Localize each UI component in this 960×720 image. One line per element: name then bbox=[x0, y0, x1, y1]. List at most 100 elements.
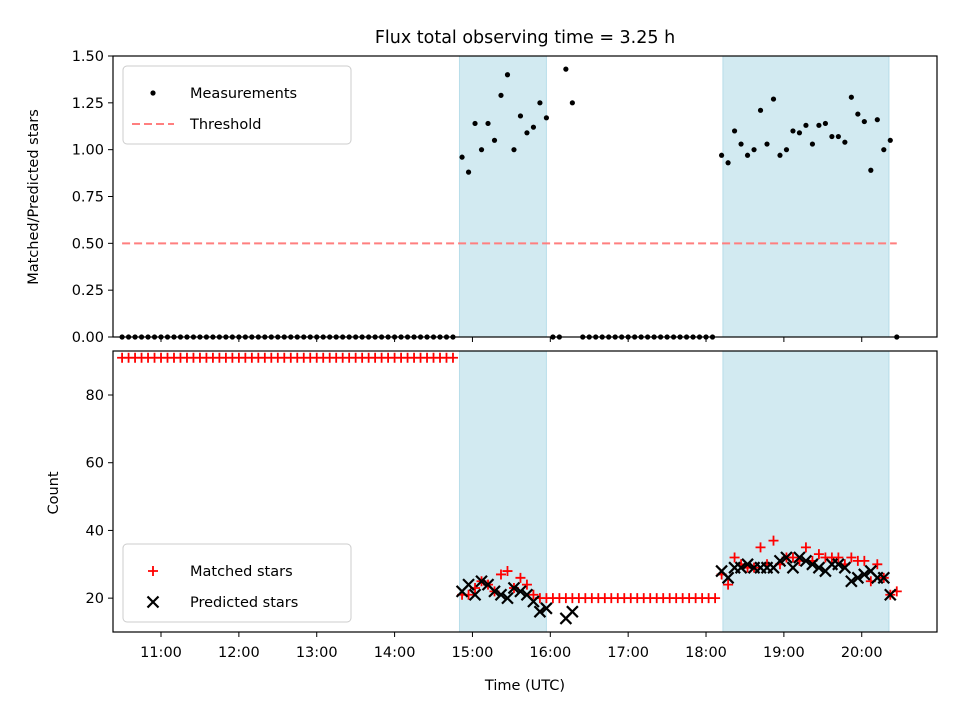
y-tick-label: 0.00 bbox=[72, 330, 104, 346]
predicted-star-point bbox=[832, 558, 845, 571]
matched-star-point bbox=[859, 555, 870, 566]
measurement-point bbox=[868, 167, 874, 173]
chart-title: Flux total observing time = 3.25 h bbox=[375, 28, 675, 48]
legend-label: Threshold bbox=[189, 117, 261, 133]
predicted-star-point bbox=[566, 605, 579, 618]
y-tick-label: 0.75 bbox=[72, 190, 104, 206]
measurement-point bbox=[881, 147, 887, 153]
predicted-star-point bbox=[540, 602, 553, 615]
measurement-point bbox=[874, 117, 880, 123]
legend-marker bbox=[150, 90, 156, 96]
plot-frame bbox=[112, 55, 938, 338]
matched-star-point bbox=[755, 542, 766, 553]
legend-label: Matched stars bbox=[190, 564, 293, 580]
measurement-point bbox=[511, 147, 517, 153]
measurement-point bbox=[835, 133, 841, 140]
observing-interval-shade bbox=[722, 55, 890, 338]
measurement-point bbox=[537, 100, 543, 106]
predicted-star-point bbox=[812, 561, 826, 574]
measurement-point bbox=[478, 147, 485, 153]
y-tick-label: 1.50 bbox=[72, 49, 104, 65]
y-tick-label: 20 bbox=[86, 591, 104, 607]
y-tick-label: 40 bbox=[86, 523, 104, 539]
matched-star-point bbox=[768, 535, 779, 546]
y-tick-label: 0.25 bbox=[72, 283, 104, 299]
predicted-star-point bbox=[533, 605, 547, 618]
observing-interval-shade bbox=[458, 55, 547, 338]
measurement-point bbox=[829, 133, 835, 140]
predicted-star-point bbox=[527, 595, 540, 608]
predicted-star-point bbox=[786, 561, 800, 574]
measurement-point bbox=[504, 72, 511, 78]
matched-star-point bbox=[800, 542, 811, 553]
predicted-star-point bbox=[858, 568, 871, 581]
predicted-star-point bbox=[488, 585, 501, 598]
ratio-panel: 0.00 0.25 0.50 0.75 1.00 1.25 1.50 Measurements… bbox=[72, 49, 938, 346]
measurement-point bbox=[725, 160, 731, 166]
measurement-point bbox=[796, 130, 803, 136]
measurement-point bbox=[491, 137, 498, 143]
predicted-star-point bbox=[799, 554, 813, 568]
measurement-point bbox=[764, 141, 770, 147]
x-tick-label: 13:00 bbox=[296, 645, 338, 661]
predicted-star-point bbox=[494, 588, 508, 602]
observing-interval-shade bbox=[722, 350, 890, 633]
measurement-point bbox=[744, 152, 751, 158]
measurement-point bbox=[887, 137, 893, 143]
x-axis-label: Time (UTC) bbox=[484, 678, 565, 694]
x-tick-label: 12:00 bbox=[218, 645, 260, 661]
count-panel: 20 40 60 80 11:00 12:00 13:00 14:00 15:00 16:00 17… bbox=[86, 350, 938, 661]
measurement-point bbox=[517, 113, 524, 119]
x-tick-label: 16:00 bbox=[529, 645, 571, 661]
matched-star-point bbox=[872, 559, 883, 570]
x-tick-label: 17:00 bbox=[607, 645, 649, 661]
matched-star-point bbox=[515, 572, 526, 583]
x-tick-label: 14:00 bbox=[374, 645, 416, 661]
measurement-point bbox=[757, 107, 764, 113]
y-tick-label: 0.50 bbox=[72, 236, 104, 252]
measurement-point bbox=[543, 115, 550, 121]
measurement-point bbox=[803, 122, 809, 128]
plot-frame bbox=[112, 350, 938, 633]
measurement-point bbox=[809, 141, 816, 147]
measurement-point bbox=[530, 124, 537, 130]
y-tick-label: 80 bbox=[86, 388, 104, 404]
legend: Measurements Threshold bbox=[122, 65, 352, 145]
legend-box bbox=[122, 543, 352, 623]
x-tick-label: 19:00 bbox=[763, 645, 805, 661]
top-y-axis-label: Matched/Predicted stars bbox=[26, 109, 42, 285]
matched-star-point bbox=[447, 352, 458, 363]
measurement-point bbox=[861, 118, 867, 125]
legend: Matched stars Predicted stars bbox=[122, 543, 352, 623]
legend-marker bbox=[148, 566, 158, 576]
legend-label: Predicted stars bbox=[190, 595, 298, 611]
legend-label: Measurements bbox=[190, 86, 297, 102]
matched-star-point bbox=[528, 589, 539, 600]
measurement-point bbox=[485, 120, 491, 127]
predicted-star-point bbox=[468, 588, 482, 602]
predicted-star-point bbox=[475, 574, 488, 588]
matched-star-point bbox=[846, 552, 857, 563]
predicted-star-point bbox=[884, 588, 897, 602]
measurement-point bbox=[777, 152, 783, 158]
predicted-star-point bbox=[838, 561, 852, 574]
measurement-point bbox=[751, 147, 757, 153]
measurement-point bbox=[738, 141, 744, 147]
predicted-star-point bbox=[845, 574, 858, 588]
measurement-point bbox=[855, 111, 861, 117]
measurement-point bbox=[524, 130, 530, 136]
measurement-point bbox=[459, 154, 465, 160]
y-tick-label: 1.00 bbox=[72, 143, 104, 159]
legend-marker bbox=[146, 595, 160, 609]
matched-star-point bbox=[813, 549, 824, 560]
measurement-point bbox=[569, 100, 575, 106]
predicted-star-point bbox=[806, 558, 819, 571]
measurement-point bbox=[842, 139, 848, 145]
matched-star-point bbox=[833, 552, 844, 563]
measurement-point bbox=[783, 147, 790, 153]
matched-star-point bbox=[729, 552, 740, 563]
matched-star-point bbox=[502, 566, 513, 577]
measurement-point bbox=[790, 128, 796, 134]
predicted-star-point bbox=[780, 551, 793, 564]
